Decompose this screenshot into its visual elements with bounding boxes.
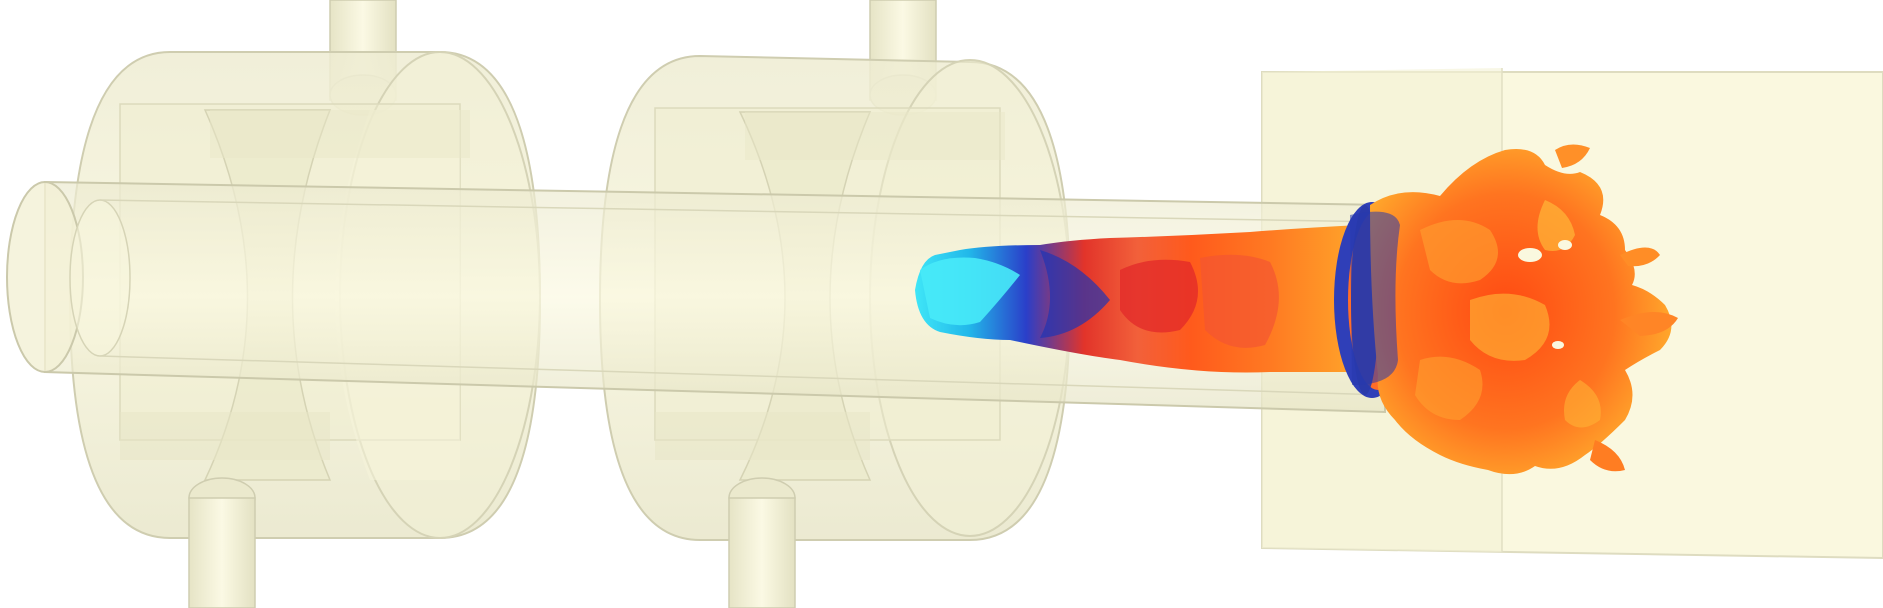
injector-tube-bottom-2: [728, 477, 796, 608]
flame-isosurface: [915, 144, 1678, 475]
injector-tube-bottom-1: [188, 477, 256, 608]
jet-pipe: [6, 180, 1386, 414]
